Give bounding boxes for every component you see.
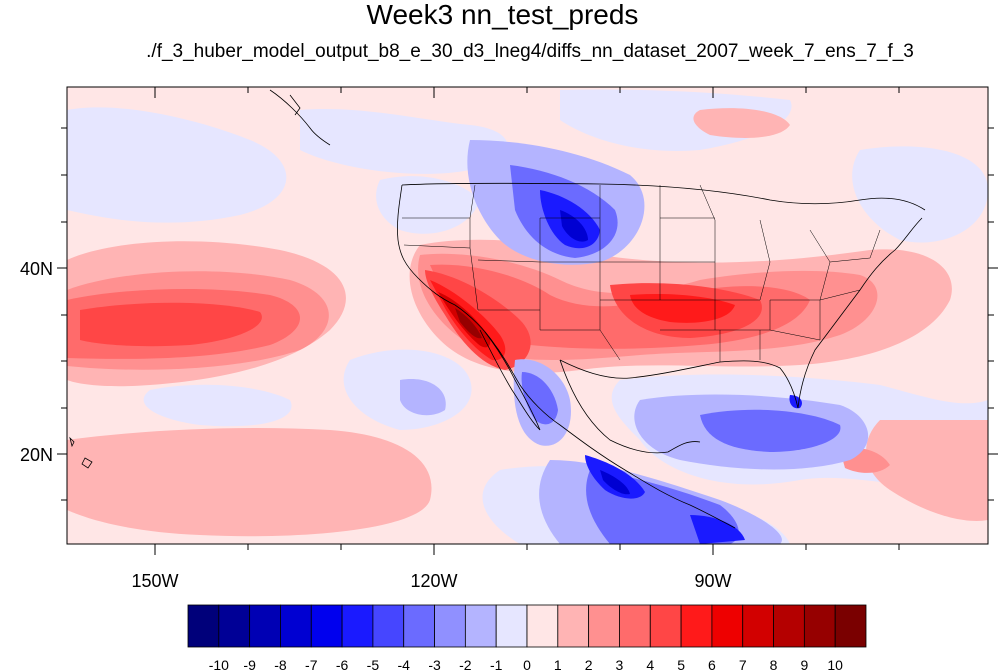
colorbar-tick-label: 9 xyxy=(800,657,808,672)
state-borders xyxy=(402,184,881,362)
lon-label-150w: 150W xyxy=(131,571,178,591)
colorbar-tick-label: -1 xyxy=(490,657,503,672)
colorbar-tick-label: -8 xyxy=(274,657,287,672)
tick-marks xyxy=(57,87,998,555)
colorbar-swatch xyxy=(649,604,682,648)
contour-plus-9 xyxy=(455,308,482,339)
colorbar-tick-label: 10 xyxy=(827,657,843,672)
colorbar-swatch xyxy=(557,604,590,648)
map-subtitle: ./f_3_huber_model_output_b8_e_30_d3_lneg… xyxy=(146,41,914,62)
colorbar-swatch xyxy=(834,604,867,648)
colorbar-swatch xyxy=(341,604,374,648)
colorbar xyxy=(187,604,867,648)
contour-field xyxy=(67,89,988,544)
colorbar-tick-label: 4 xyxy=(646,657,654,672)
coastlines xyxy=(69,89,926,529)
colorbar-swatch xyxy=(310,604,343,648)
colorbar-labels: -10 -9 -8 -7 -6 -5 -4 -3 -2 -1 0 1 2 3 4 5 6 7 8 9 10 xyxy=(209,657,843,672)
colorbar-swatch xyxy=(680,604,713,648)
colorbar-tick-label: 1 xyxy=(554,657,562,672)
colorbar-tick-label: -6 xyxy=(336,657,349,672)
colorbar-swatch xyxy=(218,604,251,648)
colorbar-swatch xyxy=(187,604,220,648)
colorbar-tick-label: 2 xyxy=(585,657,593,672)
colorbar-tick-label: 0 xyxy=(523,657,531,672)
lat-label-20n: 20N xyxy=(20,445,53,465)
colorbar-swatch xyxy=(495,604,528,648)
lon-label-120w: 120W xyxy=(410,571,457,591)
colorbar-swatch xyxy=(403,604,435,648)
colorbar-swatch xyxy=(803,604,836,648)
colorbar-tick-label: -5 xyxy=(367,657,380,672)
colorbar-swatch xyxy=(526,604,559,648)
colorbar-swatch xyxy=(372,604,405,648)
colorbar-swatch xyxy=(280,604,312,648)
colorbar-tick-label: -3 xyxy=(428,657,441,672)
colorbar-swatch xyxy=(711,604,744,648)
colorbar-swatch xyxy=(464,604,497,648)
colorbar-swatch xyxy=(619,604,651,648)
colorbar-tick-label: -2 xyxy=(459,657,472,672)
lat-label-40n: 40N xyxy=(20,259,53,279)
colorbar-swatch xyxy=(434,604,466,648)
lon-label-90w: 90W xyxy=(694,571,731,591)
colorbar-tick-label: 7 xyxy=(739,657,747,672)
colorbar-tick-label: 3 xyxy=(616,657,624,672)
colorbar-tick-label: -4 xyxy=(398,657,411,672)
colorbar-tick-label: 6 xyxy=(708,657,716,672)
colorbar-tick-label: -7 xyxy=(305,657,318,672)
colorbar-tick-label: -9 xyxy=(243,657,256,672)
colorbar-swatch xyxy=(249,604,281,648)
colorbar-swatch xyxy=(742,604,774,648)
colorbar-tick-label: 5 xyxy=(677,657,685,672)
colorbar-swatch xyxy=(588,604,620,648)
colorbar-tick-label: 8 xyxy=(770,657,778,672)
colorbar-swatch xyxy=(773,604,805,648)
map-title: Week3 nn_test_preds xyxy=(366,0,639,30)
colorbar-tick-label: -10 xyxy=(209,657,229,672)
